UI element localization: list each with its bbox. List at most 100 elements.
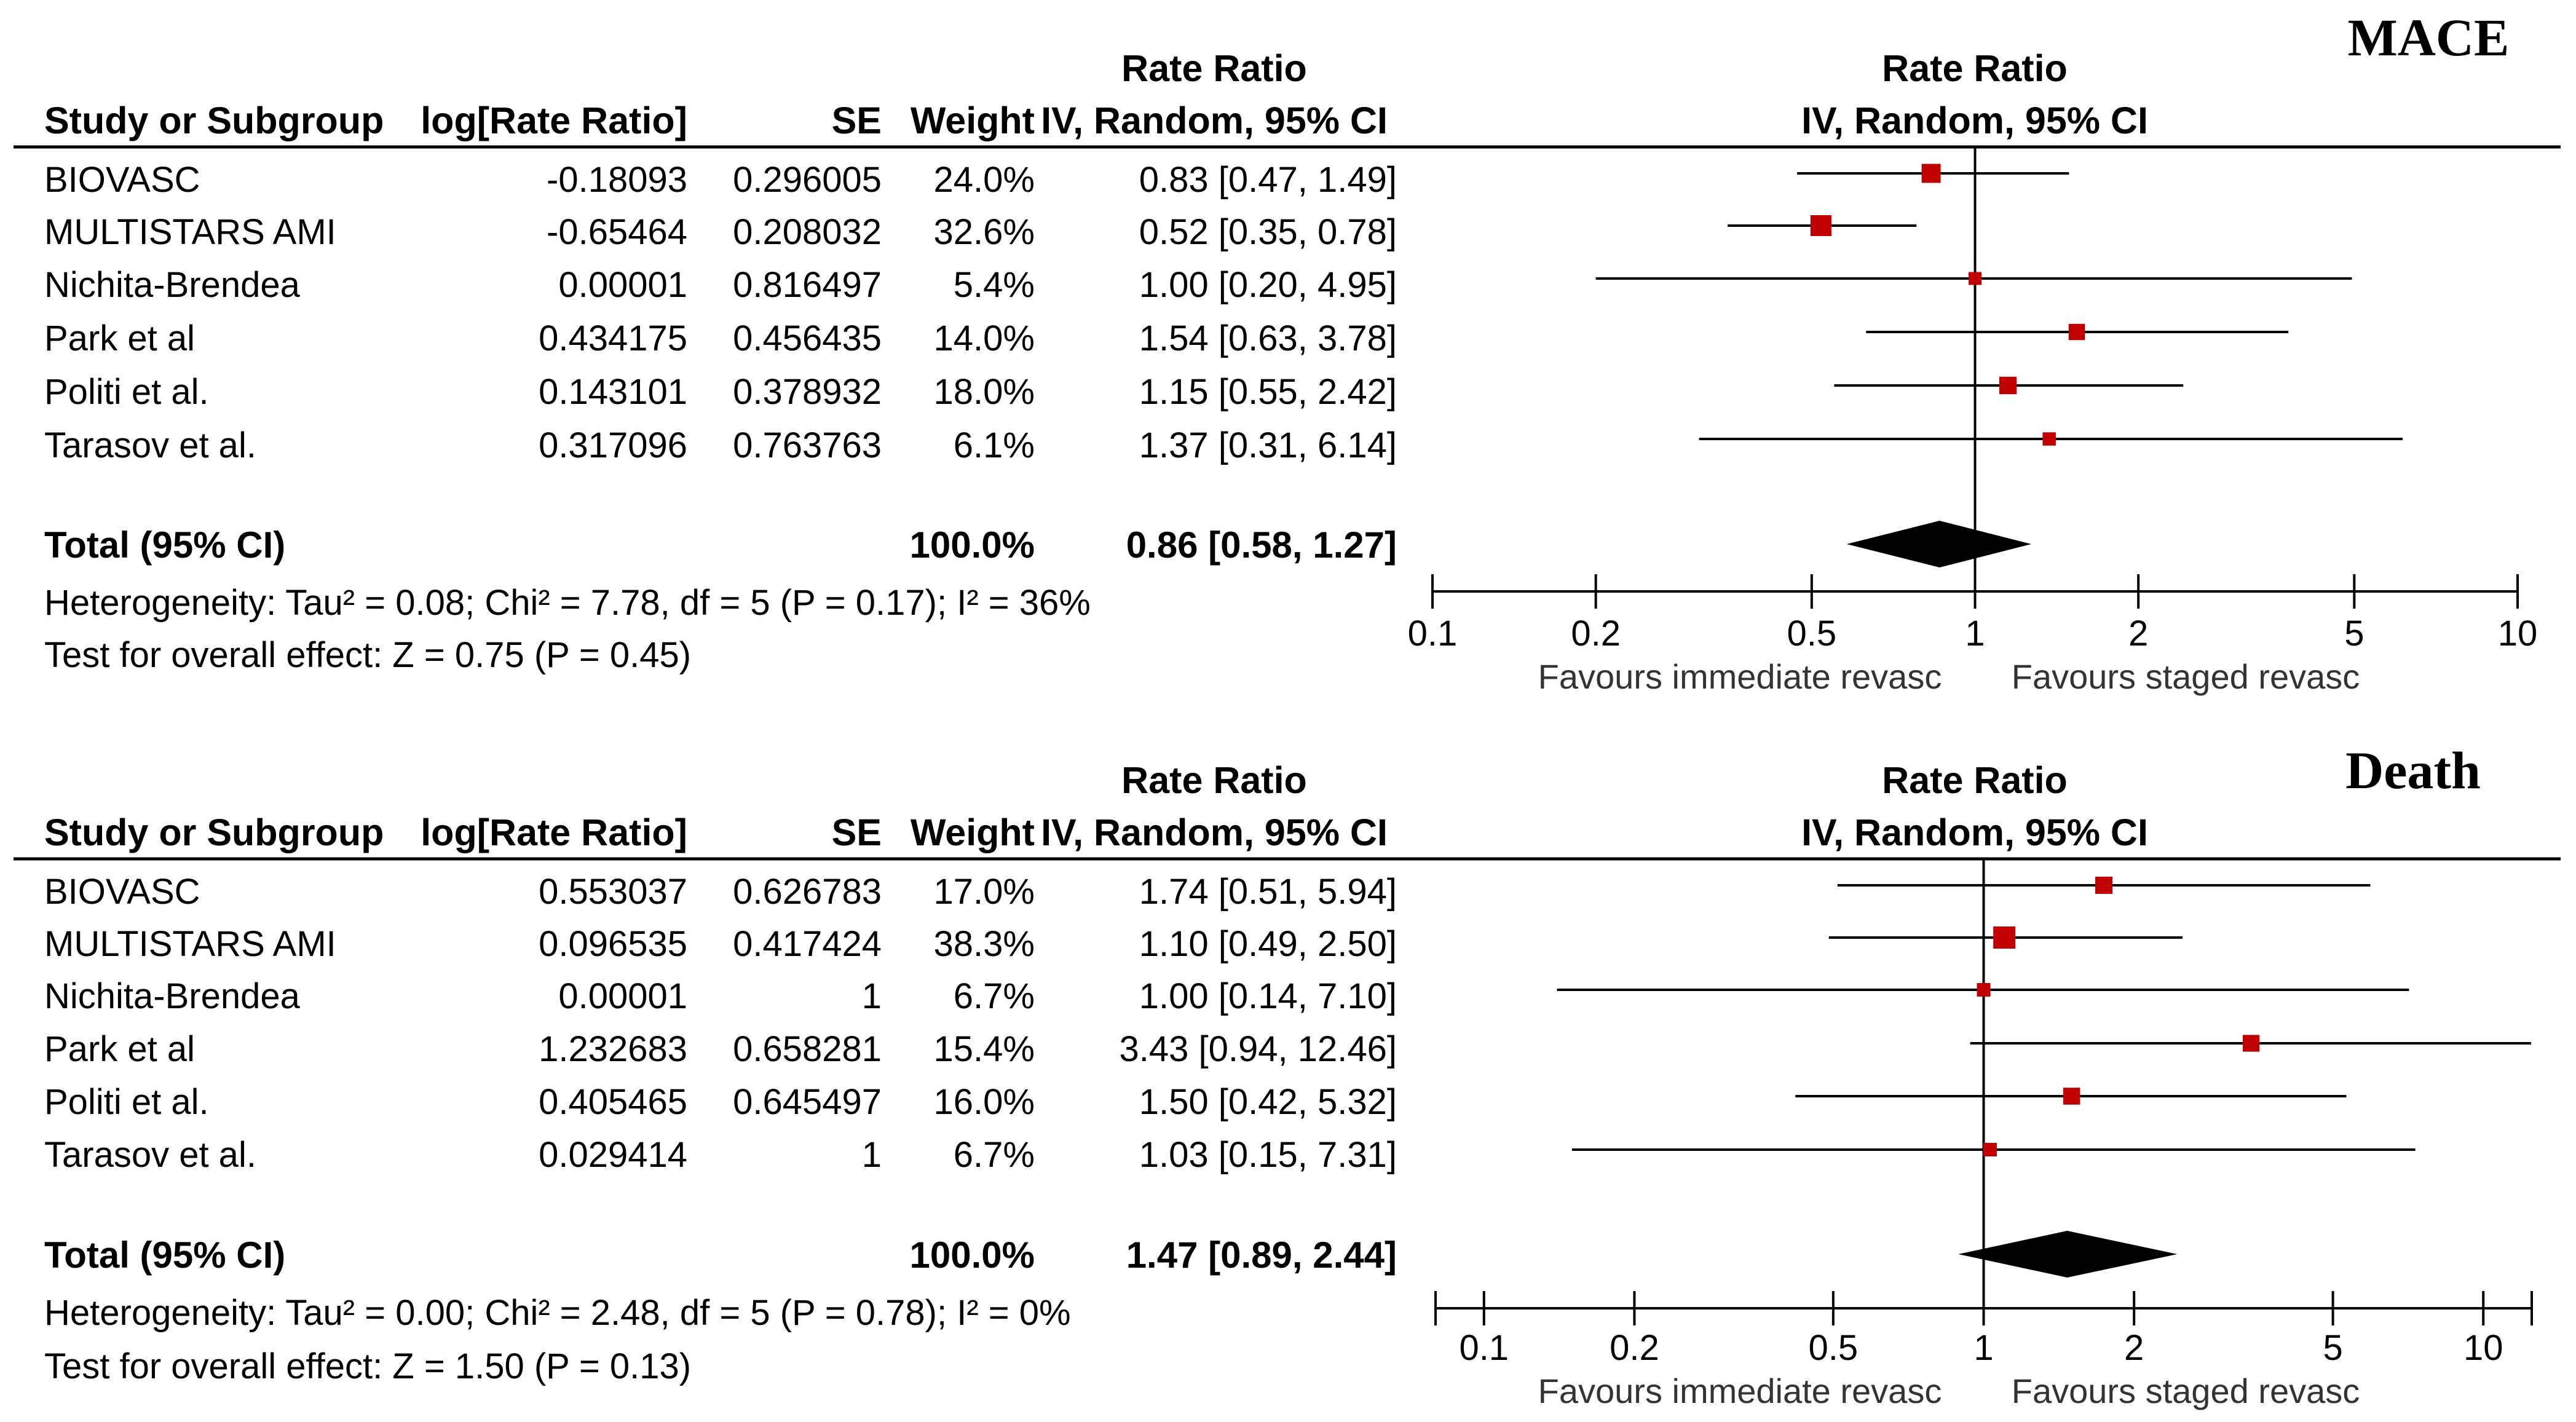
death-col-weight: Weight bbox=[911, 812, 1035, 853]
death-col-se: SE bbox=[832, 812, 882, 853]
mace-heterogeneity: Heterogeneity: Tau² = 0.08; Chi² = 7.78,… bbox=[44, 583, 1091, 623]
axis-tick-label: 0.2 bbox=[1610, 1328, 1659, 1368]
study-log: 0.096535 bbox=[539, 924, 687, 964]
mace-table-row: Nichita-Brendea 0.00001 0.816497 5.4% 1.… bbox=[44, 265, 1397, 305]
study-weight: 38.3% bbox=[934, 924, 1035, 964]
study-weight: 32.6% bbox=[934, 212, 1035, 252]
study-ci: 1.15 [0.55, 2.42] bbox=[1139, 372, 1397, 412]
mace-overall-effect: Test for overall effect: Z = 0.75 (P = 0… bbox=[44, 635, 691, 675]
mace-col-study: Study or Subgroup bbox=[44, 100, 384, 141]
study-log: 0.434175 bbox=[539, 318, 687, 358]
axis-tick-label: 1 bbox=[1965, 614, 1985, 654]
study-weight: 6.7% bbox=[954, 976, 1035, 1016]
effect-square bbox=[2042, 432, 2056, 446]
mace-table-row: Park et al 0.434175 0.456435 14.0% 1.54 … bbox=[44, 318, 1397, 358]
mace-col-weight: Weight bbox=[911, 100, 1035, 141]
study-weight: 17.0% bbox=[934, 872, 1035, 912]
effect-square bbox=[2068, 323, 2085, 341]
axis-tick-label: 2 bbox=[2124, 1328, 2144, 1368]
study-log: 0.143101 bbox=[539, 372, 687, 412]
mace-col-rr-top: Rate Ratio bbox=[1121, 47, 1307, 89]
mace-favours-right: Favours staged revasc bbox=[2012, 657, 2360, 696]
effect-square bbox=[1969, 272, 1981, 285]
death-table-row: Nichita-Brendea 0.00001 1 6.7% 1.00 [0.1… bbox=[44, 976, 1397, 1016]
effect-square bbox=[1983, 1142, 1997, 1157]
death-col-rr-top: Rate Ratio bbox=[1121, 759, 1307, 801]
study-weight: 18.0% bbox=[934, 372, 1035, 412]
death-favours-left: Favours immediate revasc bbox=[1538, 1372, 1942, 1410]
total-ci: 1.47 [0.89, 2.44] bbox=[1126, 1234, 1397, 1276]
study-ci: 1.54 [0.63, 3.78] bbox=[1139, 318, 1397, 358]
study-se: 1 bbox=[862, 976, 882, 1016]
study-se: 0.816497 bbox=[733, 265, 882, 305]
study-name: Nichita-Brendea bbox=[44, 265, 301, 305]
death-col-rr-sub: IV, Random, 95% CI bbox=[1041, 812, 1388, 853]
axis-tick-label: 5 bbox=[2323, 1328, 2342, 1368]
study-log: 0.00001 bbox=[558, 265, 687, 305]
effect-square bbox=[1999, 376, 2017, 395]
mace-title: MACE bbox=[2348, 8, 2510, 67]
study-se: 0.658281 bbox=[733, 1029, 882, 1069]
total-label: Total (95% CI) bbox=[44, 524, 285, 566]
mace-col-se: SE bbox=[832, 100, 882, 141]
study-se: 0.208032 bbox=[733, 212, 882, 252]
axis-tick-label: 0.1 bbox=[1408, 614, 1458, 654]
axis-tick-label: 2 bbox=[2128, 614, 2148, 654]
death-table-row: BIOVASC 0.553037 0.626783 17.0% 1.74 [0.… bbox=[44, 872, 1397, 912]
study-ci: 1.74 [0.51, 5.94] bbox=[1139, 872, 1397, 912]
study-weight: 15.4% bbox=[934, 1029, 1035, 1069]
death-plot-header-sub: IV, Random, 95% CI bbox=[1801, 812, 2148, 853]
study-se: 0.296005 bbox=[733, 160, 882, 200]
study-name: Park et al bbox=[44, 318, 195, 358]
study-ci: 3.43 [0.94, 12.46] bbox=[1120, 1029, 1397, 1069]
effect-square bbox=[1993, 926, 2016, 949]
study-log: 0.553037 bbox=[539, 872, 687, 912]
panel-mace: MACE Rate Ratio Rate Ratio Study or Subg… bbox=[14, 8, 2561, 696]
study-ci: 1.10 [0.49, 2.50] bbox=[1139, 924, 1397, 964]
effect-square bbox=[1977, 982, 1991, 997]
death-overall-effect: Test for overall effect: Z = 1.50 (P = 0… bbox=[44, 1346, 691, 1386]
study-log: 0.029414 bbox=[539, 1135, 687, 1175]
study-se: 0.378932 bbox=[733, 372, 882, 412]
mace-col-log: log[Rate Ratio] bbox=[421, 100, 687, 141]
mace-table-row: BIOVASC -0.18093 0.296005 24.0% 0.83 [0.… bbox=[44, 160, 1397, 200]
axis-tick-label: 0.2 bbox=[1571, 614, 1621, 654]
study-ci: 1.00 [0.14, 7.10] bbox=[1139, 976, 1397, 1016]
study-se: 0.456435 bbox=[733, 318, 882, 358]
mace-total-row: Total (95% CI) 100.0% 0.86 [0.58, 1.27] bbox=[44, 524, 1397, 566]
study-name: Tarasov et al. bbox=[44, 1135, 256, 1175]
axis-tick-label: 0.5 bbox=[1809, 1328, 1859, 1368]
mace-pooled-diamond bbox=[1846, 521, 2032, 567]
death-forest-plot: 0.1 0.2 0.5 1 2 5 10 Favours immediate revasc … bbox=[1434, 859, 2533, 1410]
study-se: 1 bbox=[862, 1135, 882, 1175]
study-name: Park et al bbox=[44, 1029, 195, 1069]
death-table-row: Tarasov et al. 0.029414 1 6.7% 1.03 [0.1… bbox=[44, 1135, 1397, 1175]
mace-table-row: MULTISTARS AMI -0.65464 0.208032 32.6% 0… bbox=[44, 212, 1397, 252]
study-se: 0.417424 bbox=[733, 924, 882, 964]
effect-square bbox=[1810, 215, 1831, 236]
axis-tick-label: 1 bbox=[1973, 1328, 1993, 1368]
study-ci: 0.83 [0.47, 1.49] bbox=[1139, 160, 1397, 200]
study-log: 0.00001 bbox=[558, 976, 687, 1016]
effect-square bbox=[2242, 1035, 2260, 1052]
death-pooled-diamond bbox=[1958, 1231, 2178, 1278]
study-ci: 0.52 [0.35, 0.78] bbox=[1139, 212, 1397, 252]
effect-square bbox=[2095, 877, 2112, 894]
axis-tick-label: 5 bbox=[2344, 614, 2364, 654]
mace-col-rr-sub: IV, Random, 95% CI bbox=[1041, 100, 1388, 141]
mace-plot-header-sub: IV, Random, 95% CI bbox=[1801, 100, 2148, 141]
death-plot-header-top: Rate Ratio bbox=[1882, 759, 2068, 801]
study-name: Tarasov et al. bbox=[44, 425, 256, 465]
death-favours-right: Favours staged revasc bbox=[2012, 1372, 2360, 1410]
death-total-row: Total (95% CI) 100.0% 1.47 [0.89, 2.44] bbox=[44, 1234, 1397, 1276]
study-weight: 16.0% bbox=[934, 1082, 1035, 1122]
study-name: MULTISTARS AMI bbox=[44, 212, 336, 252]
total-label: Total (95% CI) bbox=[44, 1234, 285, 1276]
death-col-study: Study or Subgroup bbox=[44, 812, 384, 853]
death-title: Death bbox=[2345, 741, 2481, 800]
total-ci: 0.86 [0.58, 1.27] bbox=[1126, 524, 1397, 566]
study-name: Politi et al. bbox=[44, 372, 209, 412]
axis-tick-label: 0.5 bbox=[1787, 614, 1837, 654]
study-log: -0.18093 bbox=[547, 160, 687, 200]
